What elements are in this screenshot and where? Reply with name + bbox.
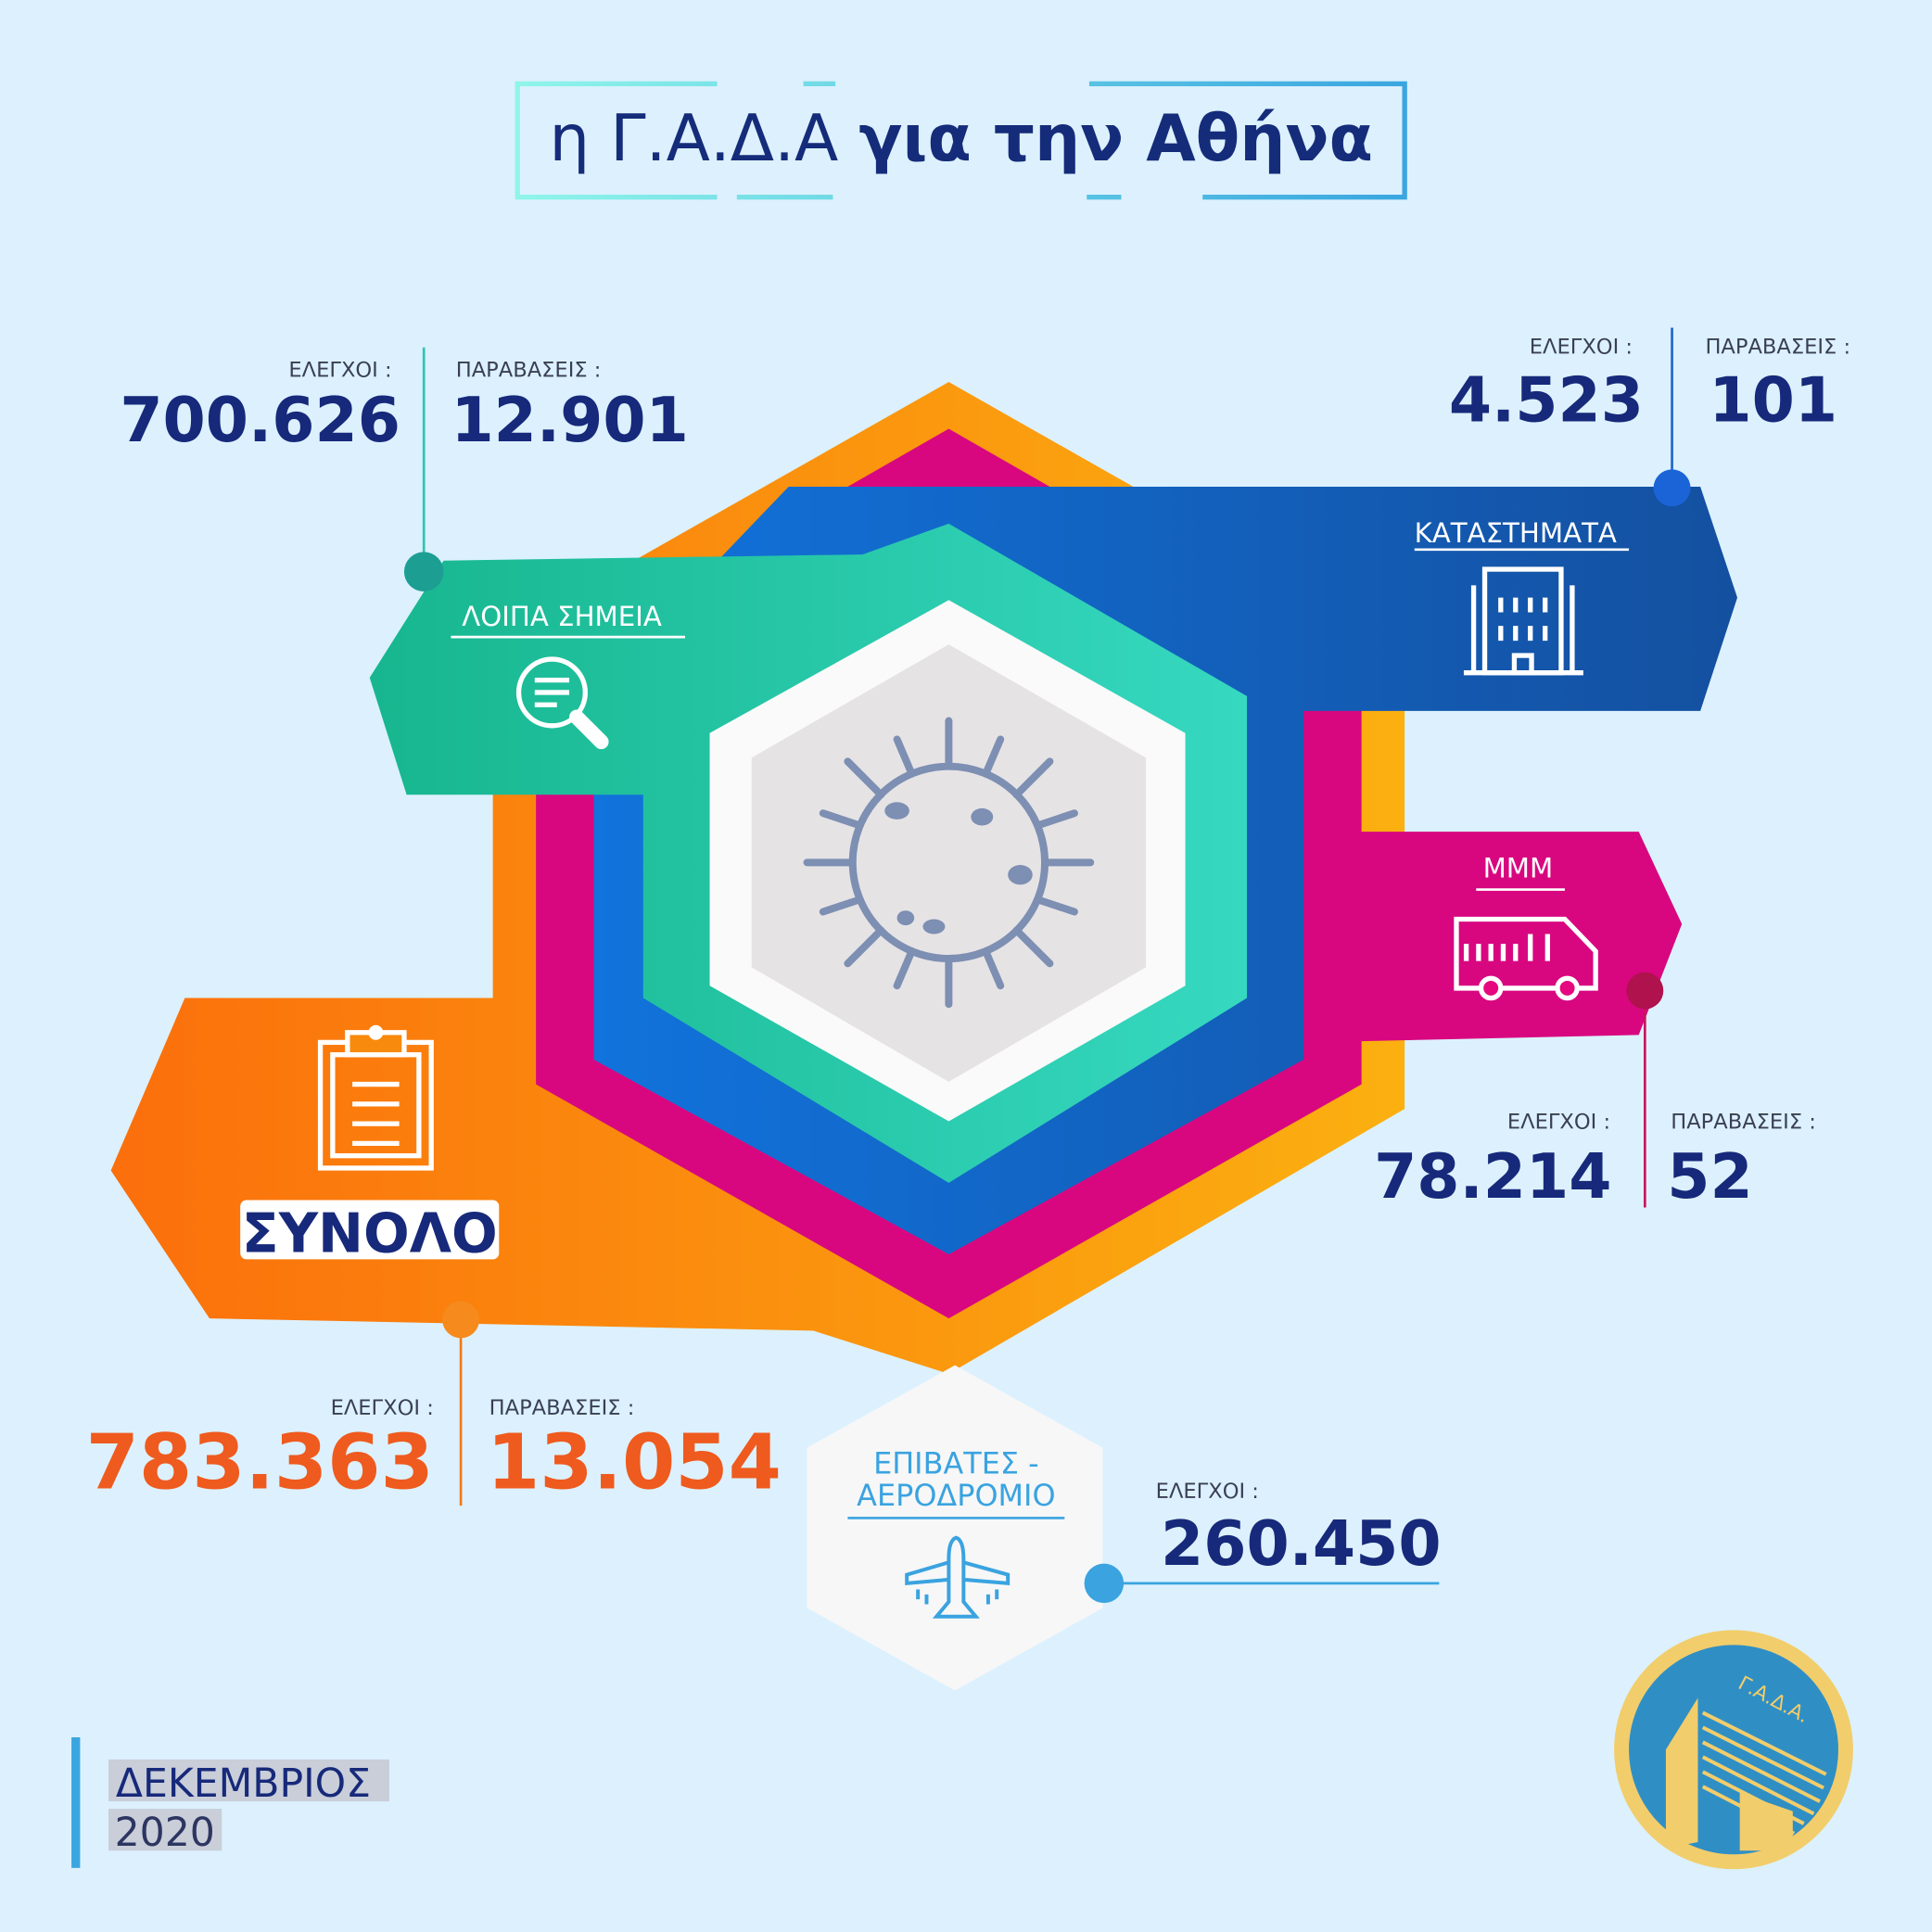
transport-checks: 78.214 (1374, 1140, 1611, 1213)
other-points-label: ΛΟΙΠΑ ΣΗΜΕΙΑ (462, 601, 662, 632)
airport-checks-label: ΕΛΕΓΧΟΙ : (1156, 1480, 1259, 1504)
period-month: ΔΕΚΕΜΒΡΙΟΣ (116, 1761, 371, 1807)
bus-icon (1454, 916, 1598, 1001)
airplane-icon (905, 1535, 1010, 1619)
total-checks: 783.363 (86, 1419, 434, 1507)
airport-hex (807, 1365, 1103, 1691)
stores-label: ΚΑΤΑΣΤΗΜΑΤΑ (1415, 517, 1617, 549)
other-points-violations: 12.901 (451, 384, 688, 456)
virus-icon (803, 717, 1095, 1009)
transport-label: ΜΜΜ (1483, 852, 1554, 883)
stores-violations: 101 (1709, 364, 1837, 437)
transport-violations-label: ΠΑΡΑΒΑΣΕΙΣ : (1671, 1110, 1816, 1134)
stores-violations-label: ΠΑΡΑΒΑΣΕΙΣ : (1705, 335, 1850, 359)
airport-label-line1: ΕΠΙΒΑΤΕΣ - (873, 1446, 1039, 1481)
airport-checks: 260.450 (1161, 1507, 1442, 1580)
page-title: η Γ.Α.Δ.Α για την Αθήνα (549, 102, 1373, 176)
total-violations: 13.054 (487, 1419, 782, 1507)
total-checks-label: ΕΛΕΓΧΟΙ : (331, 1396, 434, 1420)
total-label: ΣΥΝΟΛΟ (242, 1201, 498, 1265)
stores-checks: 4.523 (1449, 364, 1644, 437)
period-year: 2020 (115, 1811, 215, 1856)
transport-checks-label: ΕΛΕΓΧΟΙ : (1507, 1110, 1610, 1134)
search-document-icon (515, 656, 609, 750)
total-violations-label: ΠΑΡΑΒΑΣΕΙΣ : (489, 1396, 635, 1420)
title-frame (515, 76, 1407, 205)
other-points-violations-label: ΠΑΡΑΒΑΣΕΙΣ : (456, 359, 602, 383)
gada-logo: Γ.Α.Δ.Α. (1614, 1630, 1853, 1870)
transport-violations: 52 (1667, 1140, 1752, 1213)
building-icon (1463, 566, 1583, 676)
airport-label-line2: ΑΕΡΟΔΡΟΜΙΟ (857, 1478, 1055, 1513)
clipboard-icon (317, 1024, 434, 1171)
other-points-checks: 700.626 (120, 384, 400, 456)
other-points-checks-label: ΕΛΕΓΧΟΙ : (288, 359, 391, 383)
stores-checks-label: ΕΛΕΓΧΟΙ : (1530, 335, 1633, 359)
